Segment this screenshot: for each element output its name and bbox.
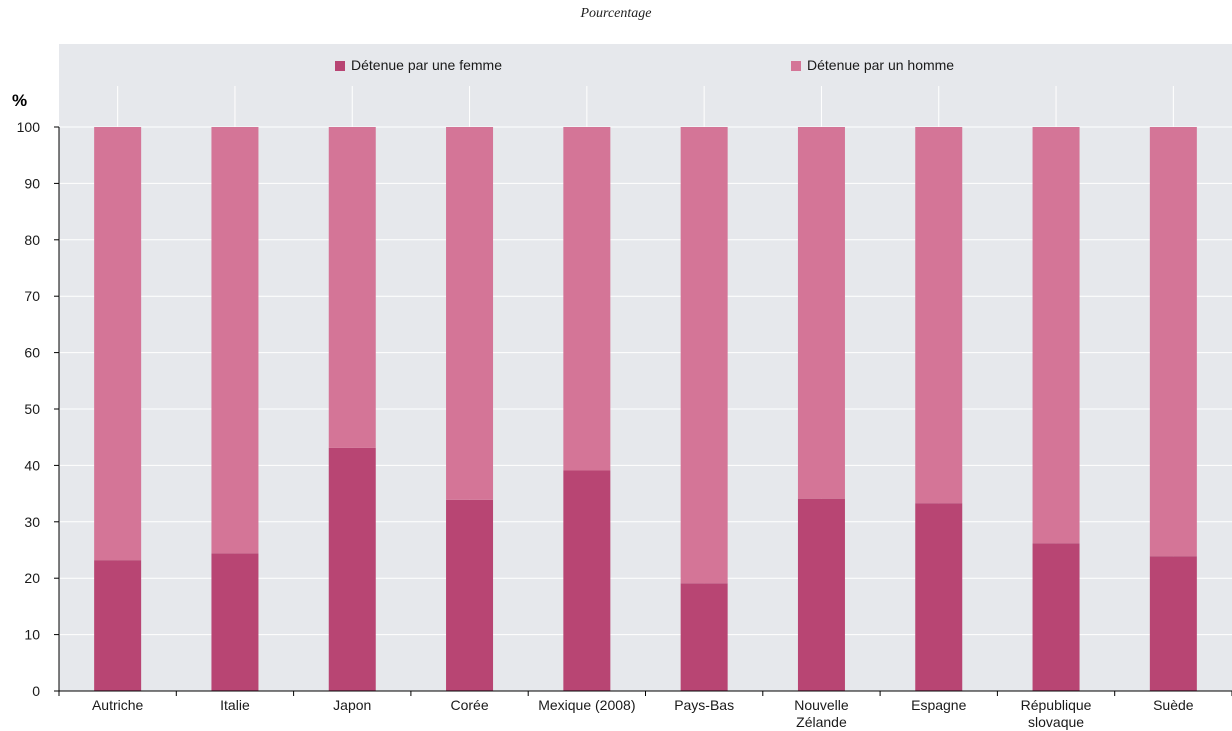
chart-subtitle: Pourcentage <box>580 6 652 21</box>
y-axis-label: % <box>12 91 27 110</box>
bar-femme <box>1149 556 1197 691</box>
y-tick-label: 50 <box>24 401 40 417</box>
bar-femme <box>563 470 611 691</box>
x-tick-label: Espagne <box>911 697 966 713</box>
chart-legend: Détenue par une femme Détenue par un hom… <box>59 44 1232 86</box>
y-tick-labels: 0 10 20 30 40 50 60 70 80 90 100 <box>17 119 41 699</box>
y-tick-label: 60 <box>24 345 40 361</box>
bar-femme <box>1032 543 1080 691</box>
bar-homme <box>328 127 376 448</box>
y-tick-label: 70 <box>24 288 40 304</box>
legend-item-homme: Détenue par un homme <box>791 57 954 73</box>
bar-homme <box>680 127 728 584</box>
x-tick-label: Suède <box>1153 697 1194 713</box>
bar-femme <box>915 503 963 691</box>
bar-femme <box>446 499 494 691</box>
bar-homme <box>1032 127 1080 544</box>
bar-homme <box>563 127 611 471</box>
legend-label-homme: Détenue par un homme <box>807 57 955 73</box>
x-tick-label: Nouvelle Zélande <box>794 697 849 730</box>
bar-homme <box>211 127 259 554</box>
x-tick-labels: Autriche Italie Japon Corée Mexique (2008) Pa… <box>92 697 1194 730</box>
x-tick-label: Pays-Bas <box>674 697 734 713</box>
bar-homme <box>797 127 845 499</box>
stacked-bar-chart: % 0 10 20 30 40 50 60 70 80 90 100 Autriche Italie J… <box>12 86 1232 730</box>
legend-item-femme: Détenue par une femme <box>335 57 502 73</box>
x-tick-label: Mexique (2008) <box>538 697 635 713</box>
y-tick-label: 40 <box>24 457 40 473</box>
x-tick-label: Autriche <box>92 697 144 713</box>
y-tick-label: 30 <box>24 514 40 530</box>
x-tick-label: Corée <box>450 697 488 713</box>
bar-femme <box>211 553 259 691</box>
y-tick-label: 20 <box>24 570 40 586</box>
y-tick-label: 90 <box>24 175 40 191</box>
x-tick-label: République slovaque <box>1021 697 1092 730</box>
bar-femme <box>94 560 142 691</box>
bar-homme <box>446 127 494 500</box>
x-tick-label: Japon <box>333 697 371 713</box>
axes <box>54 126 1232 696</box>
bars <box>94 127 1197 691</box>
y-tick-label: 10 <box>24 627 40 643</box>
bar-femme <box>328 447 376 691</box>
x-tick-label: Italie <box>220 697 250 713</box>
y-tick-label: 100 <box>17 119 41 135</box>
legend-label-femme: Détenue par une femme <box>351 57 502 73</box>
bar-homme <box>915 127 963 504</box>
legend-swatch-femme <box>335 61 345 71</box>
legend-swatch-homme <box>791 61 801 71</box>
y-tick-label: 0 <box>32 683 40 699</box>
bar-homme <box>1149 127 1197 557</box>
bar-homme <box>94 127 142 561</box>
y-tick-label: 80 <box>24 232 40 248</box>
bar-femme <box>680 583 728 691</box>
bar-femme <box>797 498 845 691</box>
